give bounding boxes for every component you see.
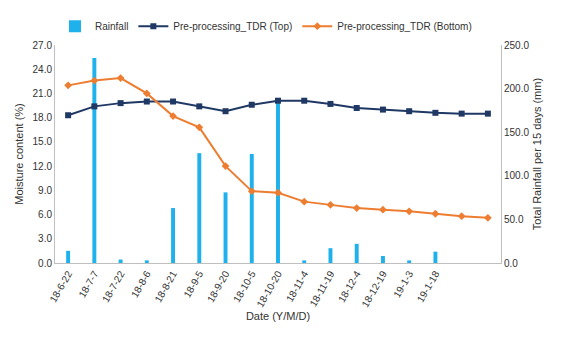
svg-text:100.0: 100.0	[504, 170, 529, 181]
svg-text:24.0: 24.0	[33, 64, 53, 75]
svg-text:18-12-4: 18-12-4	[336, 269, 363, 305]
svg-text:200.0: 200.0	[504, 83, 529, 94]
svg-text:18-8-6: 18-8-6	[129, 269, 153, 300]
svg-text:0.0: 0.0	[504, 258, 518, 269]
svg-text:18-11-19: 18-11-19	[307, 269, 336, 309]
svg-text:Pre-processing_TDR (Top): Pre-processing_TDR (Top)	[173, 21, 292, 32]
svg-text:12.0: 12.0	[33, 161, 53, 172]
svg-text:18-10-20: 18-10-20	[255, 269, 285, 310]
svg-text:21.0: 21.0	[33, 88, 53, 99]
svg-text:Rainfall: Rainfall	[95, 21, 128, 32]
svg-text:18-7-22: 18-7-22	[100, 269, 127, 305]
svg-text:18-9-5: 18-9-5	[181, 269, 205, 300]
svg-text:0.0: 0.0	[38, 258, 52, 269]
svg-text:18-6-22: 18-6-22	[47, 269, 74, 305]
svg-text:19-1-18: 19-1-18	[415, 269, 442, 305]
svg-text:Date (Y/M/D): Date (Y/M/D)	[246, 310, 310, 322]
svg-text:27.0: 27.0	[33, 40, 53, 51]
svg-text:18-12-19: 18-12-19	[359, 269, 389, 310]
svg-text:9.0: 9.0	[38, 185, 52, 196]
svg-text:50.0: 50.0	[504, 214, 524, 225]
svg-text:Pre-processing_TDR (Bottom): Pre-processing_TDR (Bottom)	[337, 21, 471, 32]
svg-text:18-10-5: 18-10-5	[231, 269, 258, 305]
svg-text:Total Rainfall per 15 days (mm: Total Rainfall per 15 days (mm)	[531, 78, 543, 230]
svg-text:18.0: 18.0	[33, 112, 53, 123]
svg-text:250.0: 250.0	[504, 40, 529, 51]
svg-text:18-8-21: 18-8-21	[152, 269, 179, 305]
svg-text:18-11-4: 18-11-4	[284, 269, 311, 304]
svg-text:6.0: 6.0	[38, 209, 52, 220]
svg-text:150.0: 150.0	[504, 127, 529, 138]
svg-text:19-1-3: 19-1-3	[391, 269, 415, 300]
svg-text:18-9-20: 18-9-20	[205, 269, 232, 305]
svg-text:3.0: 3.0	[38, 233, 52, 244]
svg-text:18-7-7: 18-7-7	[76, 269, 100, 300]
svg-text:15.0: 15.0	[33, 136, 53, 147]
svg-text:Moisture content (%): Moisture content (%)	[13, 103, 25, 204]
